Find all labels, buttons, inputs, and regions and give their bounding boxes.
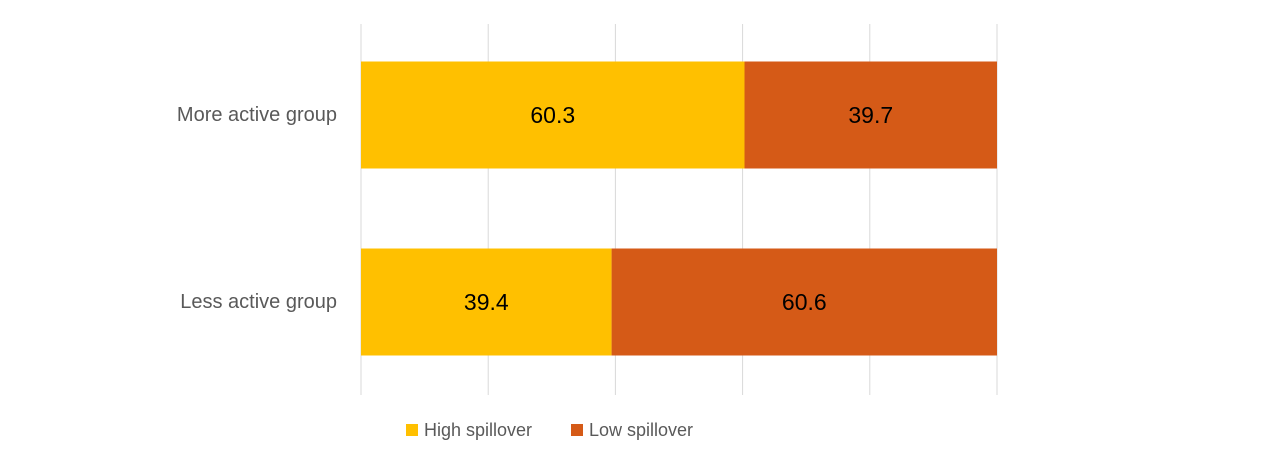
bar-segment [361,61,745,169]
bars: 60.3 39.7 39.4 60.6 [361,61,997,356]
data-label: 39.4 [464,289,509,315]
category-labels: More active group Less active group [177,104,337,313]
bar-segment [744,61,997,169]
legend-label: High spillover [424,420,532,440]
data-label: 60.6 [782,289,827,315]
legend-swatch [571,424,583,436]
data-label: 60.3 [530,102,575,128]
data-label: 39.7 [848,102,893,128]
bar-segment [361,248,612,356]
legend-label: Low spillover [589,420,693,440]
category-label: Less active group [180,291,337,313]
bar-segment [611,248,997,356]
category-label: More active group [177,104,337,126]
legend: High spillover Low spillover [406,420,693,440]
legend-swatch [406,424,418,436]
